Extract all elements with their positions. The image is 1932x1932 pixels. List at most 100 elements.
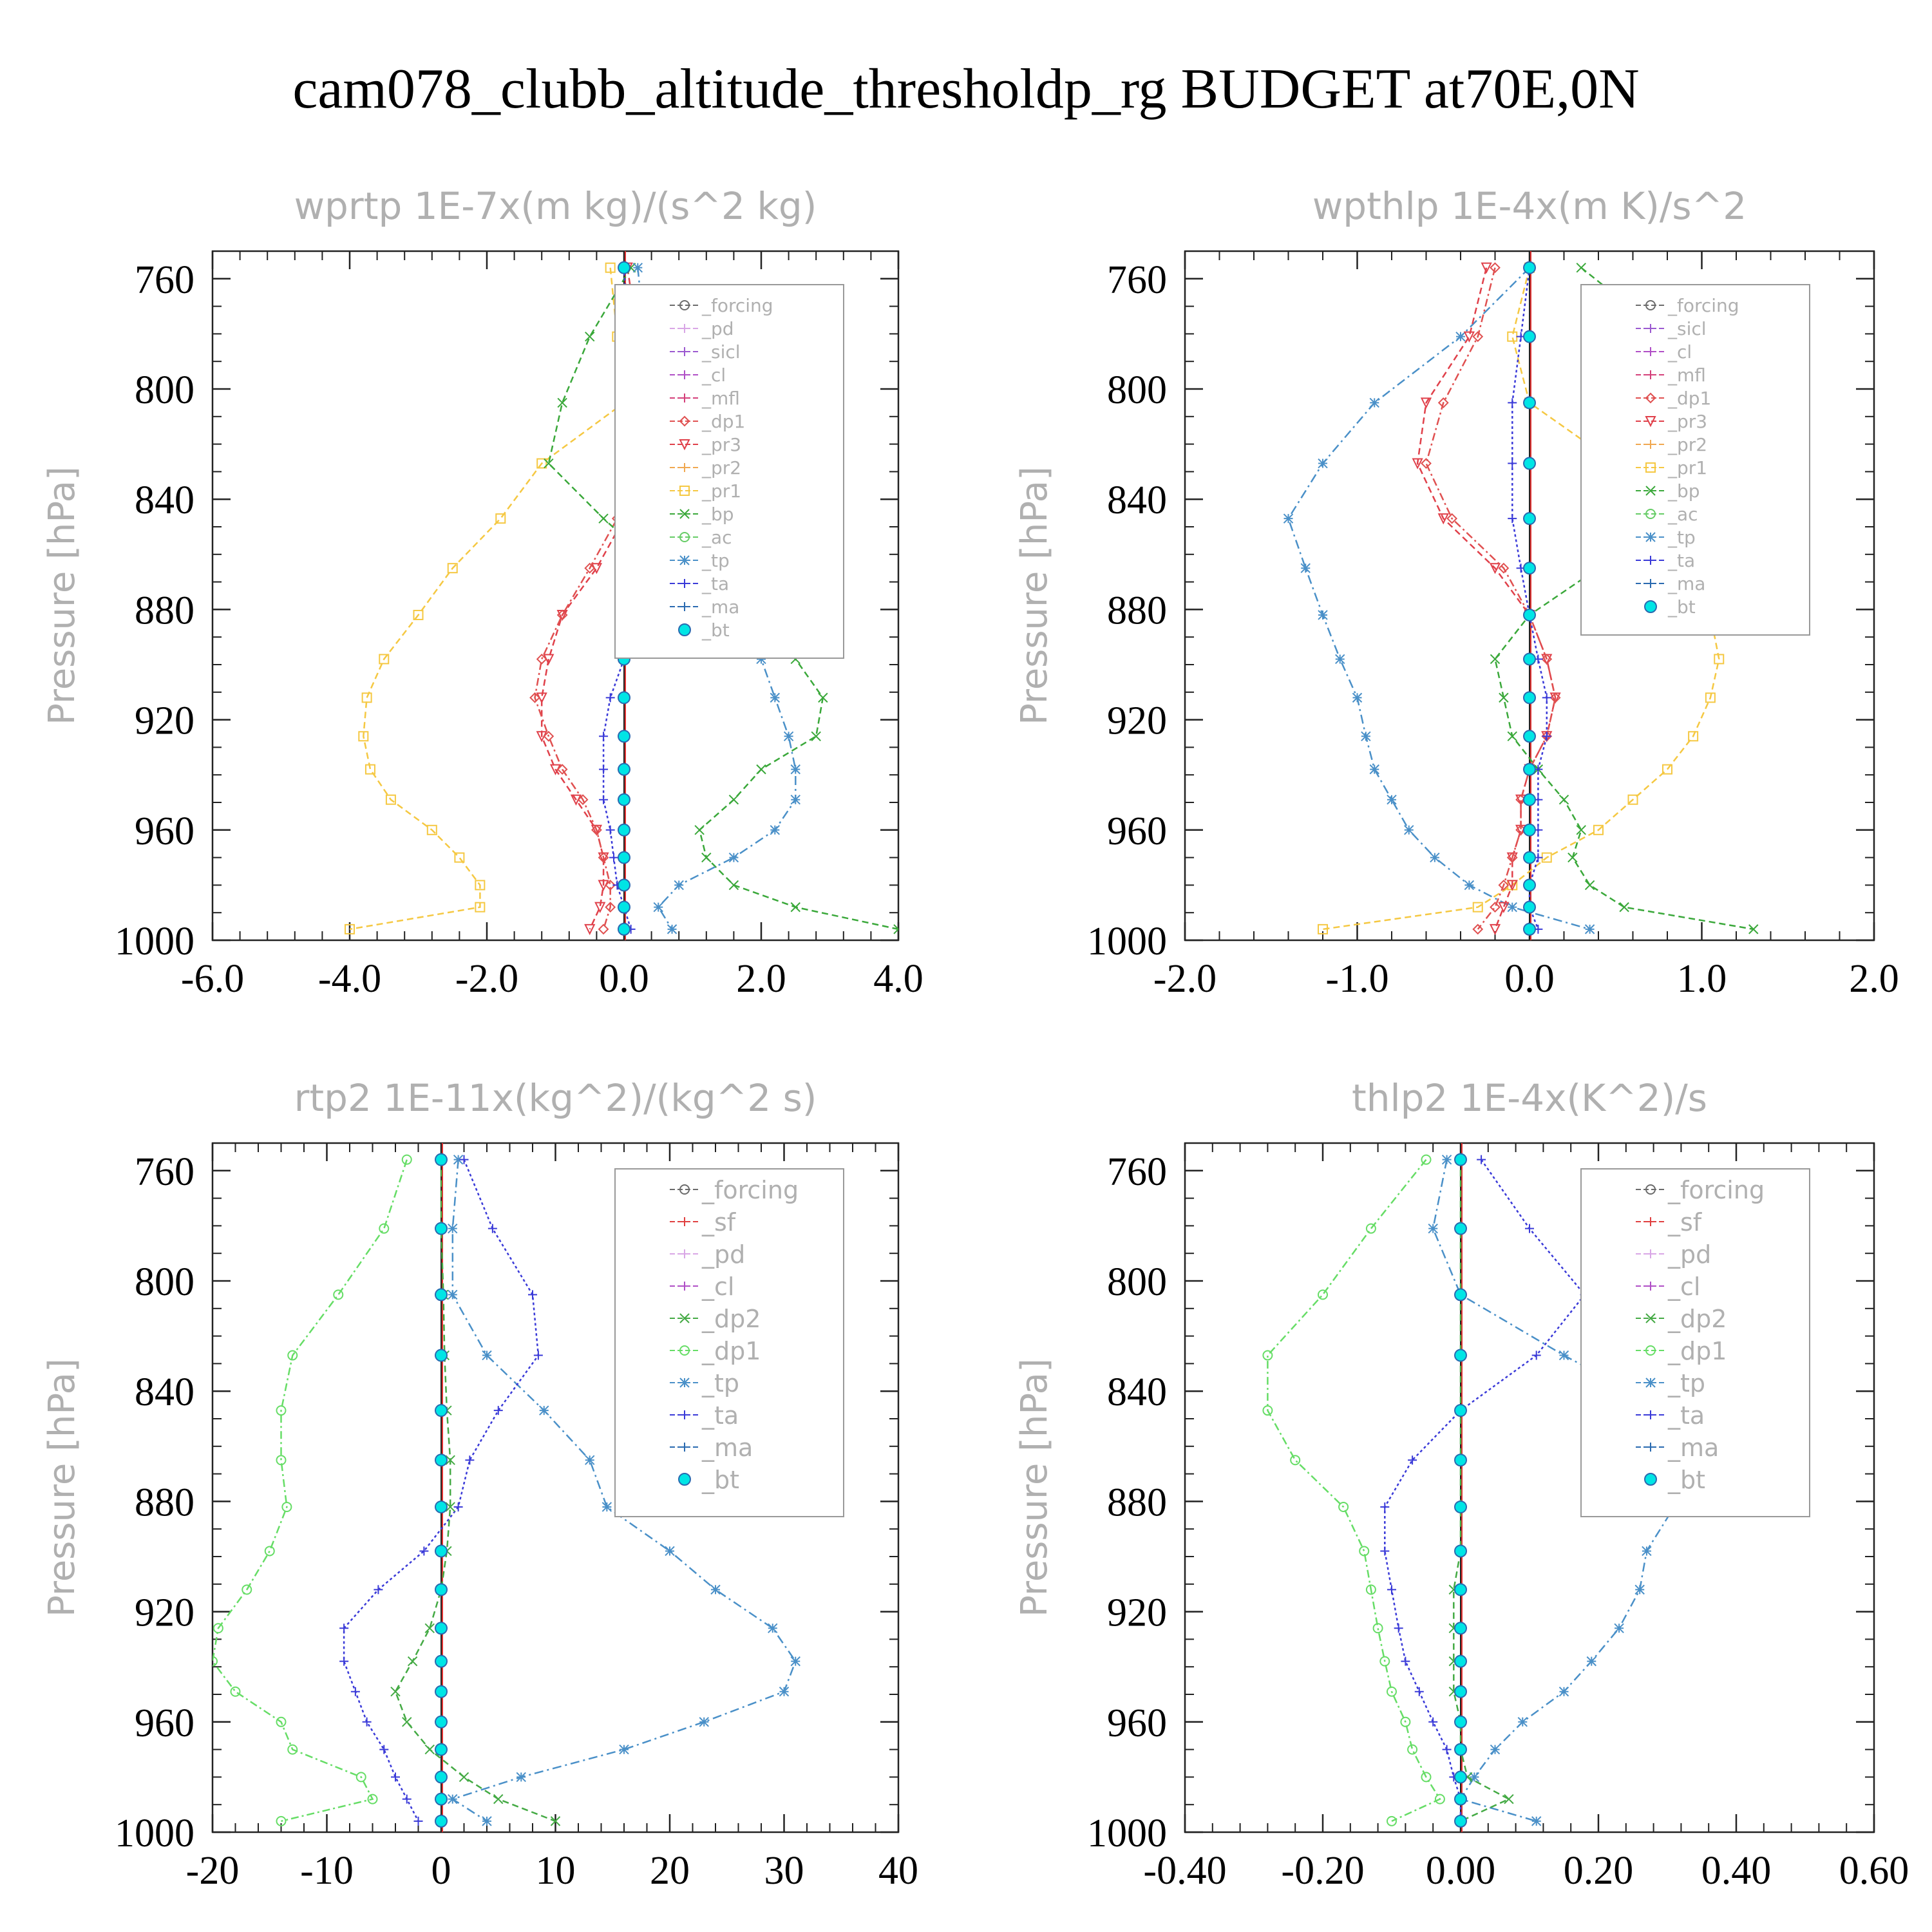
data-point_bt xyxy=(1523,851,1536,864)
data-point_ta xyxy=(350,1687,360,1696)
legend-label_forcing: _forcing xyxy=(1667,295,1739,316)
data-point_tp xyxy=(779,1687,790,1697)
data-point_dp1 xyxy=(264,1546,275,1557)
data-point_tp xyxy=(710,1584,721,1595)
panel-title: wprtp 1E-7x(m kg)/(s^2 kg) xyxy=(294,184,817,228)
data-point_tp xyxy=(1469,1772,1480,1783)
data-point_bt xyxy=(618,823,630,837)
data-point_bt xyxy=(618,851,630,864)
legend-box xyxy=(614,1168,844,1517)
y-tick-label: 920 xyxy=(1107,1591,1167,1635)
data-point_tp xyxy=(1507,902,1517,913)
data-point_tp xyxy=(1464,880,1475,891)
legend-marker_sf xyxy=(1646,1217,1655,1226)
panel-title: thlp2 1E-4x(K^2)/s xyxy=(1352,1076,1707,1120)
y-tick-label: 800 xyxy=(1107,1260,1167,1304)
data-point_pr1 xyxy=(495,513,506,524)
data-point_tp xyxy=(1369,397,1379,408)
y-tick-label: 960 xyxy=(1107,1701,1167,1745)
data-point_dp1 xyxy=(1506,852,1518,864)
legend-marker_pr1 xyxy=(1645,462,1656,473)
y-tick-label: 960 xyxy=(135,1701,194,1745)
data-point_pr3 xyxy=(594,902,606,913)
data-point_dp1 xyxy=(1421,1154,1432,1165)
data-point_pr3 xyxy=(584,923,596,936)
data-point_tp xyxy=(1614,1623,1624,1633)
legend-marker_pd xyxy=(680,324,689,333)
legend-label_tp: _tp xyxy=(1667,1369,1705,1397)
legend-label_forcing: _forcing xyxy=(701,295,773,316)
x-tick-label: -0.40 xyxy=(1143,1849,1226,1893)
panel-title: wpthlp 1E-4x(m K)/s^2 xyxy=(1312,184,1747,228)
legend-label_mfl: _mfl xyxy=(1667,365,1706,386)
data-point_dp1 xyxy=(333,1289,344,1300)
data-point_dp1 xyxy=(276,1455,287,1466)
data-point_tp xyxy=(1531,1816,1542,1826)
legend-marker_sicl xyxy=(1646,324,1655,333)
data-point_dp2 xyxy=(550,1816,561,1826)
data-point_bp xyxy=(585,331,595,342)
data-point_bp xyxy=(1619,902,1629,913)
legend-label_bp: _bp xyxy=(1667,480,1700,502)
data-point_dp1 xyxy=(1338,1501,1349,1512)
data-point_dp1 xyxy=(1549,692,1561,703)
y-tick-label: 880 xyxy=(135,1481,194,1524)
data-point_ta xyxy=(1428,1717,1438,1727)
x-tick-label: -20 xyxy=(186,1849,240,1893)
data-point_tp xyxy=(448,1794,458,1804)
data-point_tp xyxy=(1428,1223,1438,1234)
data-point_bt xyxy=(1454,1454,1467,1467)
data-point_ta xyxy=(402,1794,412,1804)
data-point_ta xyxy=(1380,1546,1390,1556)
data-point_bp xyxy=(1558,795,1569,805)
data-point_bt xyxy=(435,1654,448,1668)
legend-label_ma: _ma xyxy=(1667,573,1705,594)
data-point_tp xyxy=(768,1623,778,1633)
data-point_bt xyxy=(1454,1770,1467,1784)
data-point_bt xyxy=(1523,922,1536,936)
legend-label_ma: _ma xyxy=(701,1434,753,1462)
x-tick-label: -4.0 xyxy=(318,957,381,1001)
data-point_tp xyxy=(1584,924,1595,934)
legend-marker_dp2 xyxy=(1645,1313,1656,1323)
data-point_bt xyxy=(1523,730,1536,743)
series-line_dp2 xyxy=(1453,1159,1511,1823)
y-tick-label: 760 xyxy=(135,1150,194,1194)
legend-label_dp2: _dp2 xyxy=(1667,1305,1727,1333)
data-point_tp xyxy=(585,1455,595,1465)
legend-label_dp2: _dp2 xyxy=(701,1305,761,1333)
data-point_pr1 xyxy=(361,692,372,703)
data-point_dp1 xyxy=(1498,562,1510,574)
data-point_dp1 xyxy=(584,562,596,574)
data-point_ta xyxy=(459,1155,469,1164)
legend-marker_ma xyxy=(1646,579,1655,588)
data-point_dp1 xyxy=(1387,1815,1397,1826)
legend-marker_forcing xyxy=(1645,300,1656,310)
data-point_tp xyxy=(1369,764,1379,775)
data-point_tp xyxy=(783,731,794,741)
data-point_dp1 xyxy=(1472,331,1484,343)
legend-marker_pd xyxy=(1646,1249,1655,1258)
data-point_ta xyxy=(599,732,609,741)
data-point_dp1 xyxy=(591,824,602,836)
y-tick-label: 760 xyxy=(135,258,194,302)
legend-label_ta: _ta xyxy=(1667,1401,1705,1430)
data-point_tp xyxy=(653,902,663,913)
data-point_bt xyxy=(1523,608,1536,621)
data-point_dp1 xyxy=(276,1716,287,1727)
data-point_bt xyxy=(1454,1622,1467,1635)
legend-marker_pr3 xyxy=(1645,416,1656,428)
data-point_pr3 xyxy=(1489,923,1501,936)
legend-label_dp1: _dp1 xyxy=(1667,388,1711,409)
data-point_bp xyxy=(1576,262,1586,273)
data-point_dp1 xyxy=(1318,1289,1328,1300)
legend-label_bt: _bt xyxy=(1667,1466,1705,1494)
data-point_bp xyxy=(728,795,739,805)
data-point_tp xyxy=(1586,1656,1597,1667)
data-point_ta xyxy=(374,1585,383,1595)
data-point_pr3 xyxy=(1412,458,1423,469)
data-point_ta xyxy=(493,1406,503,1416)
data-point_bt xyxy=(1454,1288,1467,1302)
series-line_tp xyxy=(450,1159,797,1822)
data-point_dp1 xyxy=(1372,1623,1383,1634)
